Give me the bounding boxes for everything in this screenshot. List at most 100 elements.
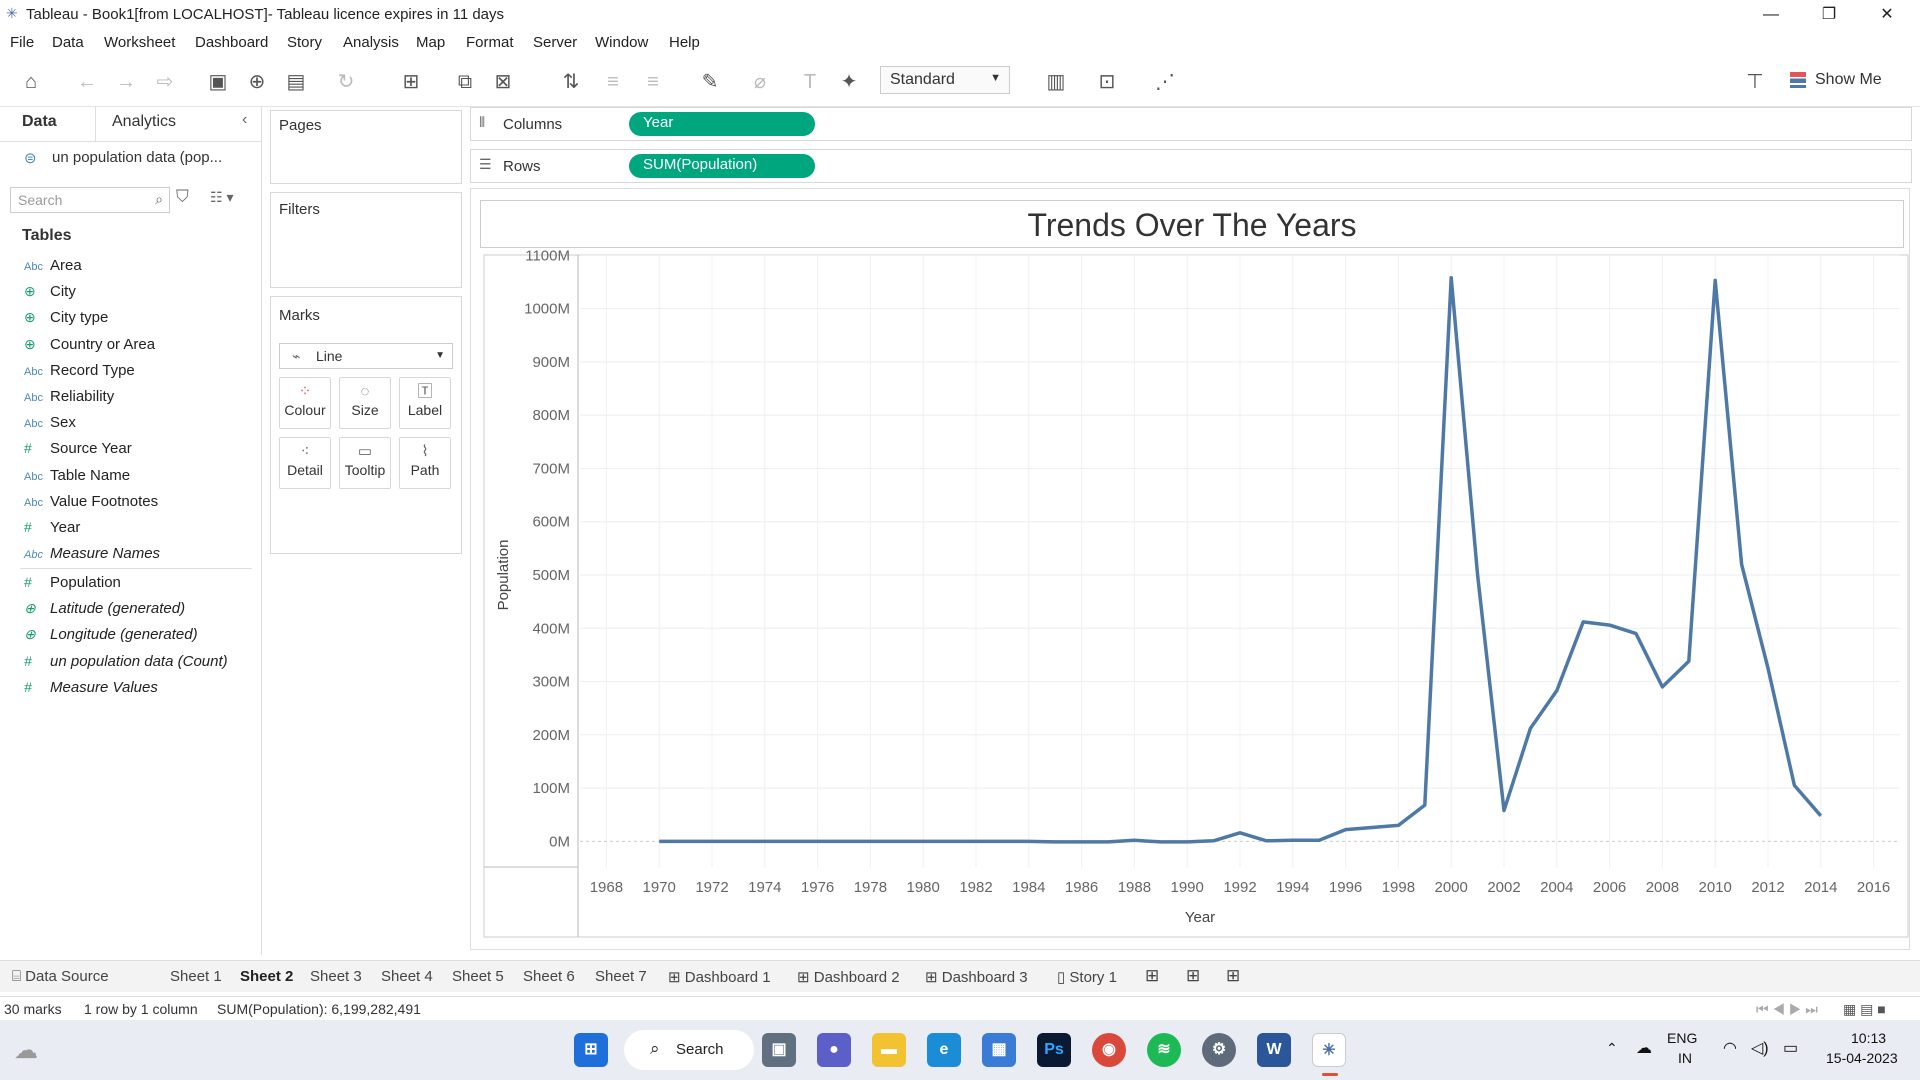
restore-button[interactable]: ❐ xyxy=(1821,6,1837,23)
field-city[interactable]: ⊕ City xyxy=(24,283,76,303)
tab-data-source[interactable]: ⌸ Data Source xyxy=(12,968,109,985)
population-pill[interactable]: SUM(Population) xyxy=(629,154,815,178)
year-pill[interactable]: Year xyxy=(629,112,815,136)
tab-sheet-6[interactable]: Sheet 6 xyxy=(523,968,575,985)
fit-select[interactable]: Standard ▼ xyxy=(880,66,1010,94)
tab-sheet-1[interactable]: Sheet 1 xyxy=(170,968,222,985)
sorter-view-icons[interactable]: ▦ ▤ ■ xyxy=(1843,1001,1886,1017)
taskbar-search[interactable]: ⌕ Search xyxy=(624,1030,754,1070)
field-latitude-generated[interactable]: ⊕ Latitude (generated) xyxy=(24,600,185,620)
tab-sheet-3[interactable]: Sheet 3 xyxy=(310,968,362,985)
line-chart[interactable]: 0M 100M 200M 300M 400M 500M 600M 700M 800M 900M 10… xyxy=(470,250,1910,940)
show-cards-icon[interactable]: ▥ xyxy=(1046,71,1066,93)
teams-icon[interactable]: ● xyxy=(817,1033,851,1067)
menu-help[interactable]: Help xyxy=(669,34,700,51)
filters-shelf[interactable]: Filters xyxy=(270,192,462,288)
edge-icon[interactable]: e xyxy=(927,1033,961,1067)
show-labels-icon[interactable]: T xyxy=(803,71,817,93)
lang-in[interactable]: IN xyxy=(1678,1050,1692,1066)
chrome-icon[interactable]: ◉ xyxy=(1092,1033,1126,1067)
field-country-or-area[interactable]: ⊕ Country or Area xyxy=(24,336,155,356)
word-icon[interactable]: W xyxy=(1257,1033,1291,1067)
field-un-population-data-count[interactable]: # un population data (Count) xyxy=(24,653,228,673)
field-measure-values[interactable]: # Measure Values xyxy=(24,679,158,699)
field-table-name[interactable]: Abc Table Name xyxy=(24,467,130,487)
format-painter-icon[interactable]: ⊤ xyxy=(1746,71,1764,93)
wifi-icon[interactable]: ◠ xyxy=(1723,1040,1737,1057)
size-button[interactable]: ◌ Size xyxy=(339,377,391,429)
field-reliability[interactable]: Abc Reliability xyxy=(24,388,114,408)
chart-title[interactable]: Trends Over The Years xyxy=(480,200,1904,248)
pause-updates-icon[interactable]: ▤ xyxy=(286,71,306,93)
path-button[interactable]: ⌇ Path xyxy=(399,437,451,489)
menu-map[interactable]: Map xyxy=(416,34,446,51)
spotify-icon[interactable]: ≋ xyxy=(1147,1033,1181,1067)
undo-icon[interactable]: ← xyxy=(77,71,97,93)
share-icon[interactable]: ⋰ xyxy=(1155,71,1175,93)
duplicate-sheet-icon[interactable]: ⧉ xyxy=(457,71,473,93)
menu-data[interactable]: Data xyxy=(52,34,84,51)
tab-sheet-7[interactable]: Sheet 7 xyxy=(595,968,647,985)
field-year[interactable]: # Year xyxy=(24,519,80,539)
new-worksheet-icon[interactable]: ⊞ xyxy=(402,71,420,93)
swap-rows-columns-icon[interactable]: ⇅ xyxy=(562,71,580,93)
minimize-button[interactable]: — xyxy=(1763,6,1779,23)
new-datasource-icon[interactable]: ⊕ xyxy=(248,71,266,93)
group-icon[interactable]: ⌀ xyxy=(753,71,767,93)
search-field[interactable]: Search ⌕ xyxy=(10,187,170,213)
clock-time[interactable]: 10:13 xyxy=(1851,1030,1887,1046)
close-button[interactable]: ✕ xyxy=(1880,6,1894,23)
save-icon[interactable]: ▣ xyxy=(208,71,228,93)
tray-overflow-icon[interactable]: ⌃ xyxy=(1606,1040,1618,1056)
photoshop-icon[interactable]: Ps xyxy=(1037,1033,1071,1067)
replay-icon[interactable]: ⇨ xyxy=(156,71,174,93)
collapse-pane-icon[interactable]: ‹ xyxy=(242,111,248,128)
tab-dashboard-1[interactable]: ⊞ Dashboard 1 xyxy=(668,969,771,986)
mark-type-select[interactable]: ⌁ Line ▼ xyxy=(279,343,453,369)
field-sex[interactable]: Abc Sex xyxy=(24,414,76,434)
tooltip-button[interactable]: ▭ Tooltip xyxy=(339,437,391,489)
rows-shelf[interactable]: ☰ Rows SUM(Population) xyxy=(470,149,1912,183)
sort-ascending-icon[interactable]: ≡ xyxy=(607,71,619,93)
datasource-name[interactable]: un population data (pop... xyxy=(52,149,223,166)
sort-descending-icon[interactable]: ≡ xyxy=(647,71,659,93)
settings-icon[interactable]: ⚙ xyxy=(1202,1033,1236,1067)
tab-sheet-4[interactable]: Sheet 4 xyxy=(381,968,433,985)
filter-icon[interactable]: ⛉ xyxy=(176,187,189,206)
detail-button[interactable]: ⁖ Detail xyxy=(279,437,331,489)
menu-file[interactable]: File xyxy=(10,34,35,51)
tab-story-1[interactable]: ▯ Story 1 xyxy=(1057,969,1117,986)
field-city-type[interactable]: ⊕ City type xyxy=(24,309,108,329)
redo-icon[interactable]: → xyxy=(116,71,136,93)
clear-sheet-icon[interactable]: ⊠ xyxy=(494,71,512,93)
field-record-type[interactable]: Abc Record Type xyxy=(24,362,135,382)
columns-shelf[interactable]: ⦀ Columns Year xyxy=(470,107,1912,141)
tab-sheet-5[interactable]: Sheet 5 xyxy=(452,968,504,985)
field-population[interactable]: # Population xyxy=(24,574,121,594)
battery-icon[interactable]: ▭ xyxy=(1783,1040,1799,1057)
label-button[interactable]: 🅃 Label xyxy=(399,377,451,429)
show-me-button[interactable]: Show Me xyxy=(1815,71,1882,88)
highlight-icon[interactable]: ✎ xyxy=(701,71,719,93)
task-view-icon[interactable]: ▣ xyxy=(762,1033,796,1067)
clock-date[interactable]: 15-04-2023 xyxy=(1826,1050,1898,1066)
tab-sheet-2[interactable]: Sheet 2 xyxy=(240,968,294,985)
sheet-nav-icons[interactable]: ⏮ ◀ ▶ ⏭ xyxy=(1756,1001,1818,1017)
onedrive-icon[interactable]: ☁ xyxy=(1636,1040,1652,1057)
tab-dashboard-2[interactable]: ⊞ Dashboard 2 xyxy=(797,969,900,986)
tab-analytics[interactable]: Analytics xyxy=(112,113,177,130)
volume-icon[interactable]: ◁) xyxy=(1751,1040,1769,1057)
field-area[interactable]: Abc Area xyxy=(24,257,82,277)
fix-axes-icon[interactable]: ✦ xyxy=(840,71,858,93)
tab-dashboard-3[interactable]: ⊞ Dashboard 3 xyxy=(925,969,1028,986)
colour-button[interactable]: ⁘ Colour xyxy=(279,377,331,429)
weather-icon[interactable]: ☁ xyxy=(14,1037,38,1064)
menu-server[interactable]: Server xyxy=(533,34,578,51)
menu-dashboard[interactable]: Dashboard xyxy=(195,34,269,51)
tableau-taskbar-icon[interactable]: ✳ xyxy=(1312,1033,1346,1067)
field-measure-names[interactable]: Abc Measure Names xyxy=(24,545,160,565)
store-icon[interactable]: ▦ xyxy=(982,1033,1016,1067)
menu-format[interactable]: Format xyxy=(466,34,514,51)
new-dashboard-tab-icon[interactable]: ⊞ xyxy=(1186,966,1201,985)
file-explorer-icon[interactable]: ▬ xyxy=(872,1033,906,1067)
